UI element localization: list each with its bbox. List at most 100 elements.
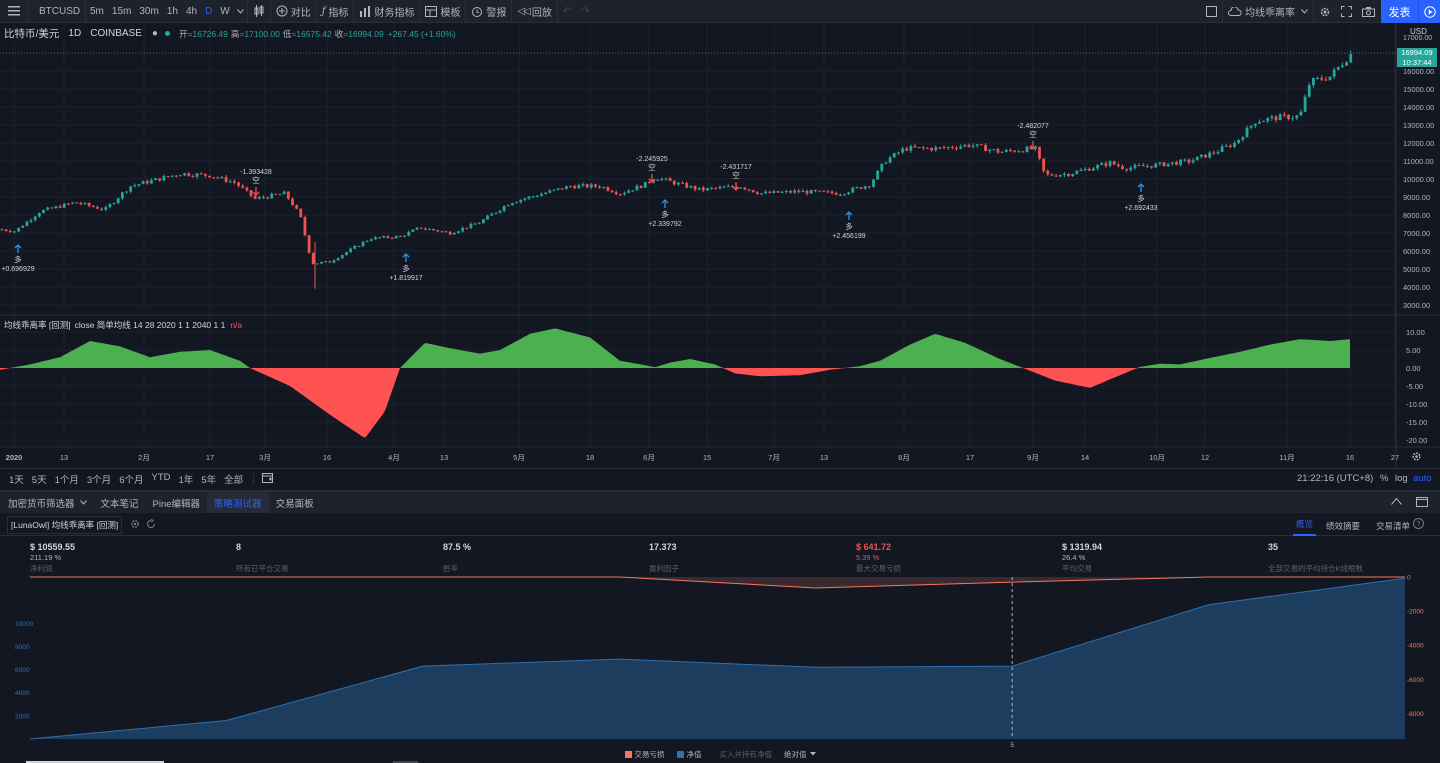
- interval-5m[interactable]: 5m: [90, 5, 104, 17]
- signal-long: 多 +2.692433: [1124, 183, 1158, 212]
- tab-performance-summary[interactable]: 绩效摘要: [1326, 521, 1361, 531]
- redo-icon[interactable]: ↷: [581, 5, 590, 17]
- time-label: 6月: [643, 453, 655, 462]
- time-label: 8月: [898, 453, 910, 462]
- scrollbar-thumb[interactable]: [26, 761, 164, 763]
- signal-value: -2.245925: [636, 156, 668, 163]
- indicator-title[interactable]: 均线乖离率 [回测]: [4, 320, 71, 330]
- price-label: 14000.00: [1403, 103, 1434, 112]
- price-axis[interactable]: 16000.00 15000.00 14000.00 13000.00 12000.00…: [1403, 67, 1434, 310]
- oscillator-area: [0, 328, 1350, 438]
- bottom-panel-tabs: 加密货币筛选器 文本笔记 Pine编辑器 策略测试器 交易面板: [0, 490, 1440, 513]
- range-button-1[interactable]: 5天: [31, 474, 47, 486]
- layout-menu[interactable]: 均线乖离率: [1223, 0, 1313, 23]
- auto-toggle[interactable]: auto: [1413, 473, 1432, 484]
- gear-icon[interactable]: [1411, 451, 1422, 465]
- clock[interactable]: 21:22:16 (UTC+8): [1297, 473, 1374, 484]
- tab-trade-list[interactable]: 交易清单: [1376, 521, 1411, 531]
- play-icon[interactable]: [1418, 0, 1440, 23]
- time-label: 10月: [1149, 453, 1165, 462]
- legend-equity[interactable]: 净值: [686, 749, 702, 759]
- osc-label: -10.00: [1406, 400, 1427, 409]
- osc-negative: [0, 368, 1350, 438]
- interval-D[interactable]: D: [205, 5, 213, 17]
- interval-4h[interactable]: 4h: [185, 5, 198, 17]
- tab-overview[interactable]: 概览: [1293, 514, 1317, 536]
- legend-buyhold[interactable]: 买入并持有净值: [719, 749, 773, 759]
- gear-icon[interactable]: [1314, 0, 1336, 23]
- signal-value: +2.456199: [832, 233, 865, 240]
- tab-trading-panel[interactable]: 交易面板: [275, 498, 314, 510]
- interval-30m[interactable]: 30m: [139, 5, 159, 17]
- camera-icon[interactable]: [1357, 0, 1380, 23]
- range-button-3[interactable]: 3个月: [86, 474, 112, 486]
- tab-strategy-tester[interactable]: 策略测试器: [207, 492, 269, 513]
- status-dot-icon: [164, 31, 170, 36]
- price-label: 9000.00: [1403, 193, 1430, 202]
- signal-label: 空: [648, 162, 656, 172]
- alert-button[interactable]: 警报: [466, 0, 511, 23]
- replay-button[interactable]: ◁◁ 回放: [512, 0, 556, 23]
- ohlc-high: =17100.00: [239, 28, 280, 39]
- gear-icon[interactable]: [130, 519, 140, 531]
- arrow-up-icon: [14, 244, 22, 253]
- stat-label: 平均交易: [1062, 564, 1092, 573]
- range-button-0[interactable]: 1天: [9, 474, 24, 486]
- equity-axis-label: 6000: [15, 667, 30, 674]
- symbol-search[interactable]: BTCUSD: [39, 5, 81, 17]
- chart-type-button[interactable]: [248, 0, 270, 23]
- percent-toggle[interactable]: %: [1380, 473, 1389, 484]
- chevron-down-icon[interactable]: [234, 0, 247, 23]
- time-label: 17: [966, 453, 974, 462]
- indicators-button[interactable]: ƒ 指标: [317, 0, 354, 23]
- interval-1h[interactable]: 1h: [166, 5, 178, 17]
- stat-label: 全部交易的平均持仓K线根数: [1268, 564, 1364, 573]
- price-label: 8000.00: [1403, 211, 1430, 220]
- eye-icon[interactable]: ●: [151, 28, 158, 39]
- range-button-2[interactable]: 1个月: [54, 474, 79, 486]
- log-toggle[interactable]: log: [1395, 473, 1408, 484]
- oscillator-axis[interactable]: 10.00 5.00 0.00 -5.00 -10.00 -15.00 -20.00: [1406, 328, 1427, 445]
- templates-button[interactable]: 模板: [420, 0, 465, 23]
- publish-button[interactable]: 发表: [1381, 0, 1418, 23]
- range-button-4[interactable]: 6个月: [119, 474, 144, 486]
- ohlc-low-label: 低: [282, 28, 292, 39]
- signal-value: +1.819917: [389, 275, 422, 282]
- interval-15m[interactable]: 15m: [111, 5, 132, 17]
- help-icon[interactable]: ?: [1413, 518, 1424, 529]
- interval-W[interactable]: W: [220, 5, 230, 17]
- undo-icon[interactable]: ↶: [562, 5, 572, 17]
- range-button-7[interactable]: 5年: [201, 474, 217, 486]
- stat-3: 17.373 盈利因子: [649, 542, 679, 574]
- price-label: 15000.00: [1403, 85, 1434, 94]
- time-axis[interactable]: 2020 13 2月 17 3月 16 4月 13 5月 18 6月 15 7月 13 8月 17 9月 14 10…: [6, 453, 1400, 462]
- equity-chart[interactable]: 5 10000 8000 6000 4000 2000 0 -2000 -4000 -6000 -8…: [0, 574, 1440, 763]
- osc-label: -5.00: [1406, 382, 1423, 391]
- legend-mode[interactable]: 绝对值: [784, 749, 807, 759]
- trade-signals: 多+0.696929-1.393428空多+1.819917-2.245925空…: [1, 123, 1157, 282]
- scrollbar-marker[interactable]: [393, 761, 418, 763]
- range-button-5[interactable]: YTD: [151, 471, 171, 483]
- refresh-icon[interactable]: [146, 518, 156, 531]
- tab-text-notes[interactable]: 文本笔记: [100, 498, 139, 510]
- tab-crypto-screener[interactable]: 加密货币筛选器: [0, 492, 94, 513]
- financials-button[interactable]: 财务指标: [354, 0, 419, 23]
- menu-icon[interactable]: [0, 0, 28, 23]
- price-label: 12000.00: [1403, 139, 1434, 148]
- equity-chart-canvas[interactable]: 5 10000 8000 6000 4000 2000 0 -2000 -4000 -6000 -8…: [0, 574, 1440, 763]
- date-range-icon[interactable]: [262, 472, 274, 486]
- price-chart-canvas[interactable]: 多+0.696929-1.393428空多+1.819917-2.245925空…: [0, 23, 1440, 468]
- select-layout-icon[interactable]: [1201, 0, 1222, 23]
- tab-pine-editor[interactable]: Pine编辑器: [152, 498, 201, 510]
- timeframe-bar: 1天 5天 1个月 3个月 6个月 YTD 1年 5年 全部 21:22:16 (UTC+8) …: [0, 468, 1440, 488]
- main-chart-area[interactable]: 多 +0.696929 -1.393428 空多 +1.819917 -2.245925 空…: [0, 23, 1440, 468]
- strategy-selector[interactable]: [LunaOwl] 均线乖离率 [回测]: [7, 515, 123, 534]
- range-button-6[interactable]: 1年: [178, 474, 194, 486]
- maximize-panel-icon[interactable]: [1416, 497, 1428, 510]
- legend-drawdown[interactable]: 交易亏损: [634, 749, 665, 759]
- compare-button[interactable]: 对比: [271, 0, 316, 23]
- fullscreen-icon[interactable]: [1336, 0, 1357, 23]
- range-button-8[interactable]: 全部: [224, 474, 244, 486]
- minimize-panel-icon[interactable]: [1391, 497, 1402, 509]
- symbol-name[interactable]: 比特币/美元: [4, 28, 60, 40]
